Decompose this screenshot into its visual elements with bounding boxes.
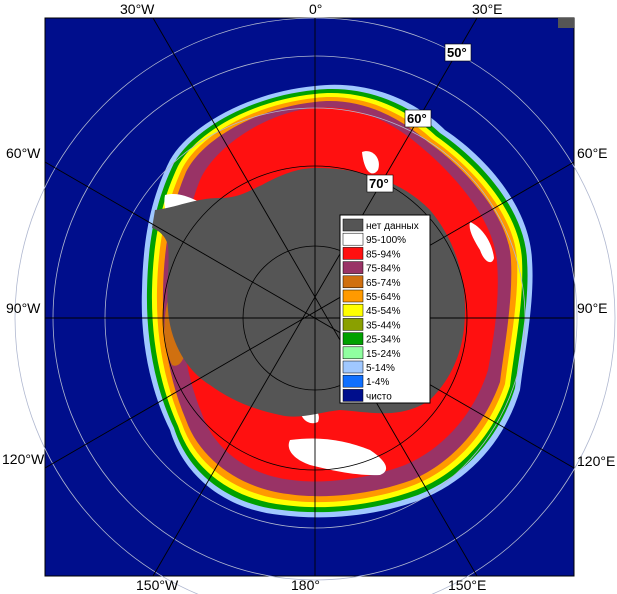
legend-label: 35-44%	[366, 320, 401, 331]
meridian-60e-120w	[44, 161, 575, 469]
legend-swatch	[342, 218, 364, 232]
lon-label-right-2: 120°E	[577, 453, 615, 469]
legend-label: 45-54%	[366, 306, 401, 317]
lon-label-top-2: 30°E	[472, 1, 503, 17]
legend-label: 1-4%	[366, 377, 389, 388]
lon-label-bottom-0: 150°W	[136, 577, 179, 593]
legend-swatch	[342, 303, 364, 317]
legend-label: 25-34%	[366, 335, 401, 346]
legend-swatch	[342, 332, 364, 345]
legend-swatch	[342, 389, 364, 402]
lon-label-left-2: 120°W	[2, 451, 45, 467]
legend-label: 75-84%	[366, 264, 401, 275]
lon-label-top-1: 0°	[309, 1, 322, 17]
lat-label-70: 70°	[369, 176, 389, 191]
lat-label-box-50	[444, 43, 472, 62]
lat-label-box-60	[404, 109, 432, 128]
lat-label-box-70	[366, 174, 394, 193]
legend-swatch	[342, 346, 364, 360]
legend-label: 65-74%	[366, 278, 401, 289]
legend-label: 5-14%	[366, 363, 395, 374]
legend-label: 95-100%	[366, 235, 406, 246]
longitude-lines	[44, 17, 575, 577]
legend-label: 85-94%	[366, 249, 401, 260]
legend-swatch	[342, 289, 364, 303]
lon-label-bottom-1: 180°	[291, 577, 320, 593]
latitude-labels: 50° 60° 70°	[366, 43, 472, 193]
lon-label-right-1: 90°E	[577, 300, 608, 316]
legend-label: 55-64%	[366, 292, 401, 303]
lat-label-60: 60°	[407, 111, 427, 126]
legend-swatch	[342, 232, 364, 246]
legend-swatch	[342, 275, 364, 289]
legend-swatch	[342, 360, 364, 374]
white-patch-3	[469, 222, 494, 263]
legend: нет данных 95-100% 85-94% 75-84% 65-74% 55-64…	[339, 214, 431, 404]
legend-label: чисто	[366, 391, 392, 402]
legend-label: 15-24%	[366, 349, 401, 360]
lat-label-50: 50°	[447, 45, 467, 60]
legend-swatch	[342, 261, 364, 274]
lon-label-right-0: 60°E	[577, 145, 608, 161]
white-patch-2	[362, 151, 379, 174]
legend-swatch	[342, 374, 364, 388]
lon-label-top-0: 30°W	[120, 1, 155, 17]
legend-swatch	[342, 318, 364, 331]
legend-label: нет данных	[366, 221, 419, 232]
lon-label-bottom-2: 150°E	[448, 577, 486, 593]
white-patch-4	[288, 438, 387, 476]
lon-label-left-0: 60°W	[6, 145, 41, 161]
legend-swatch	[342, 247, 364, 260]
land-strip	[558, 18, 574, 28]
lon-label-left-1: 90°W	[6, 300, 41, 316]
